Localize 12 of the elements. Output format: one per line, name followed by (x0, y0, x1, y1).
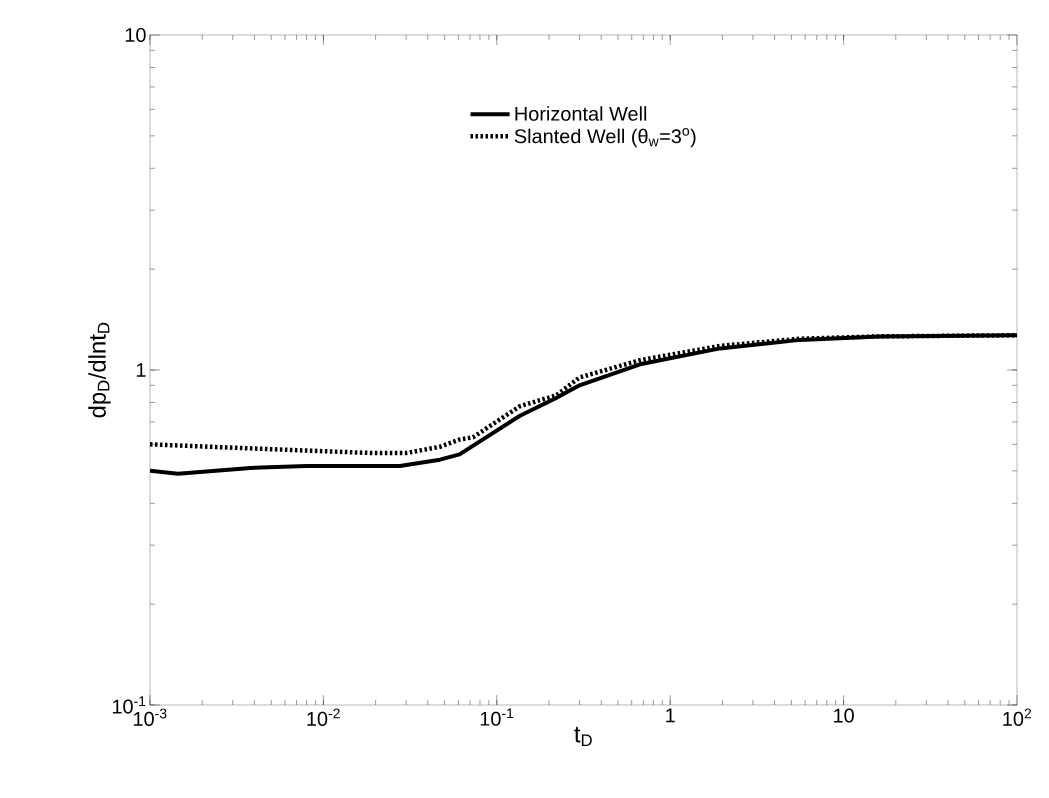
legend-label: Slanted Well (θ$_{w}$=3$^{o}$) (514, 128, 696, 148)
x-tick-label: 10 (834, 708, 854, 723)
x-tick-label: 10$^{2}$ (1003, 708, 1032, 726)
x-tick-label: 10$^{-1}$ (480, 708, 514, 726)
legend-label: Horizontal Well (515, 106, 647, 121)
x-tick-label: 10$^{-2}$ (307, 708, 340, 726)
y-tick-label: 1 (136, 363, 146, 377)
y-tick-label: 10 (125, 27, 146, 43)
x-tick-label: 1 (666, 708, 675, 723)
y-axis-title: dp$_{D}$/dlnt$_{D}$ (88, 322, 111, 418)
x-axis-title: t$_{D}$ (574, 726, 592, 746)
x-tick-label: 10$^{-3}$ (133, 708, 167, 726)
